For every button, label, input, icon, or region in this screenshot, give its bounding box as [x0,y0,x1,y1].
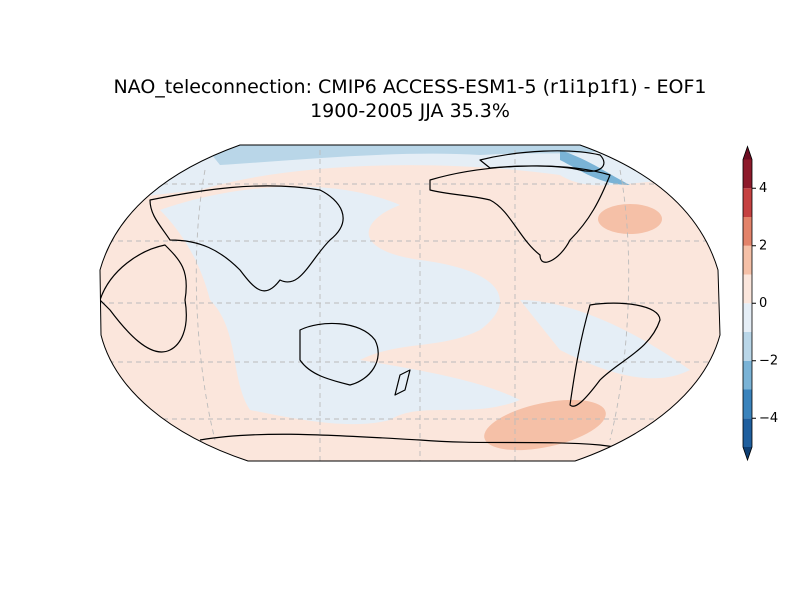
coast-new-zealand [394,369,411,396]
map [100,145,720,461]
colorbar-band [743,245,752,275]
colorbar-band [743,389,752,419]
colorbar-tick-label: 2 [759,238,767,253]
coast-australia [299,322,379,386]
colorbar-band [743,360,752,390]
field-positive-high [598,204,662,234]
colorbar-tick-label: 0 [759,296,767,311]
coast-africa [100,244,187,353]
field-negative [520,300,690,379]
colorbar-tick-label: −2 [759,353,778,368]
field-negative [160,186,520,425]
colorbar: −4 −2 0 2 4 [742,145,778,462]
map-outline [99,144,721,462]
colorbar-tick-label: 4 [759,181,767,196]
colorbar-extend-high [743,146,752,160]
colorbar-band [743,159,752,189]
title: NAO_teleconnection: CMIP6 ACCESS-ESM1-5 … [113,76,706,98]
colorbar-outline [742,145,753,462]
colorbar-band [743,274,752,304]
colorbar-band [743,188,752,217]
field-negative [200,145,640,165]
field-negative [560,150,630,185]
colorbar-band [743,217,752,246]
coast-greenland [479,150,605,172]
colorbar-extend-low [743,447,752,460]
coast-south-america [569,302,661,407]
graticule [195,150,630,461]
colorbar-tick-label: −4 [759,411,778,426]
colorbar-band [743,332,752,361]
coast-asia [149,185,344,292]
colorbar-band [743,418,752,447]
colorbar-band [743,303,752,332]
graticule [100,183,720,420]
subtitle: 1900-2005 JJA 35.3% [310,100,510,122]
